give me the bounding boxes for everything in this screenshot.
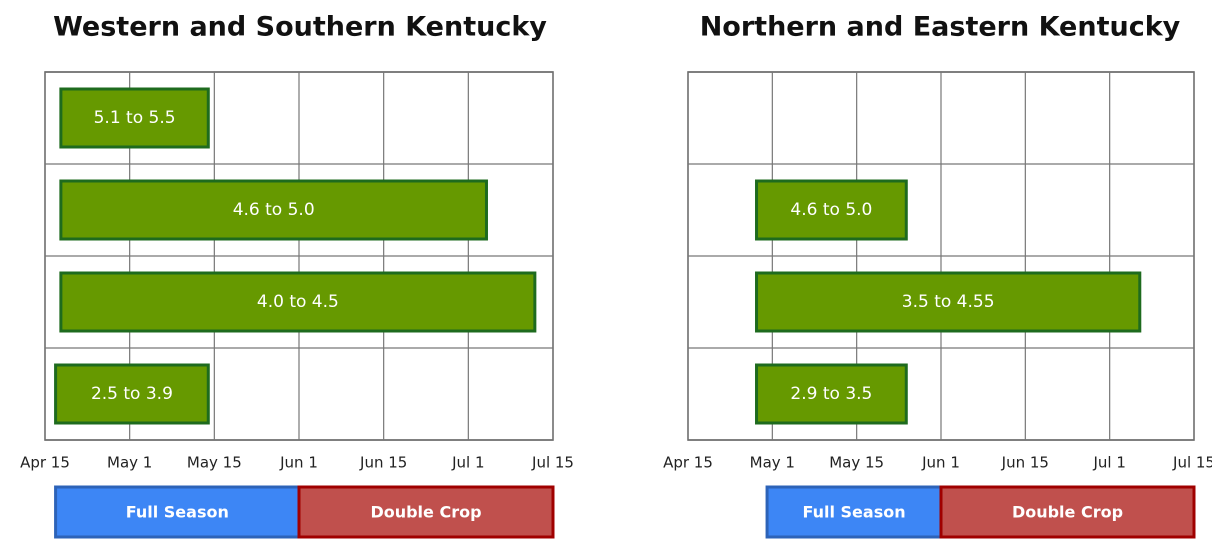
x-tick-label: Apr 15 xyxy=(663,454,713,472)
range-bar xyxy=(755,271,1142,333)
x-tick-label: Jul 1 xyxy=(1092,454,1125,472)
x-tick-label: May 15 xyxy=(829,454,884,472)
x-tick-label: Jun 15 xyxy=(1001,454,1049,472)
bar-label: 2.5 to 3.9 xyxy=(91,384,173,404)
period-bar xyxy=(939,485,1196,539)
bar-label: 5.1 to 5.5 xyxy=(94,108,176,128)
period-label: Full Season xyxy=(802,503,905,522)
x-tick-label: Jun 15 xyxy=(359,454,407,472)
range-bar xyxy=(755,363,908,425)
x-tick-label: Jul 15 xyxy=(1172,454,1212,472)
chart-title: Western and Southern Kentucky xyxy=(53,12,547,43)
bar-label: 3.5 to 4.55 xyxy=(902,292,995,312)
range-bar xyxy=(54,363,210,425)
bar-label: 4.0 to 4.5 xyxy=(257,292,339,312)
bar-label: 4.6 to 5.0 xyxy=(790,200,872,220)
x-tick-label: May 1 xyxy=(107,454,152,472)
period-label: Full Season xyxy=(126,503,229,522)
period-bar xyxy=(54,485,301,539)
period-label: Double Crop xyxy=(1012,503,1123,522)
range-bar xyxy=(59,179,488,241)
x-tick-label: Apr 15 xyxy=(20,454,70,472)
range-bar xyxy=(755,179,908,241)
range-bar xyxy=(59,271,537,333)
bar-label: 2.9 to 3.5 xyxy=(790,384,872,404)
x-tick-label: Jun 1 xyxy=(279,454,318,472)
period-bar xyxy=(297,485,555,539)
chart-title: Northern and Eastern Kentucky xyxy=(700,12,1181,43)
x-tick-label: May 15 xyxy=(187,454,242,472)
bar-label: 4.6 to 5.0 xyxy=(233,200,315,220)
x-tick-label: May 1 xyxy=(750,454,795,472)
x-tick-label: Jul 1 xyxy=(451,454,484,472)
x-tick-label: Jul 15 xyxy=(531,454,574,472)
x-tick-label: Jun 1 xyxy=(921,454,960,472)
range-bar xyxy=(59,87,210,149)
period-label: Double Crop xyxy=(370,503,481,522)
